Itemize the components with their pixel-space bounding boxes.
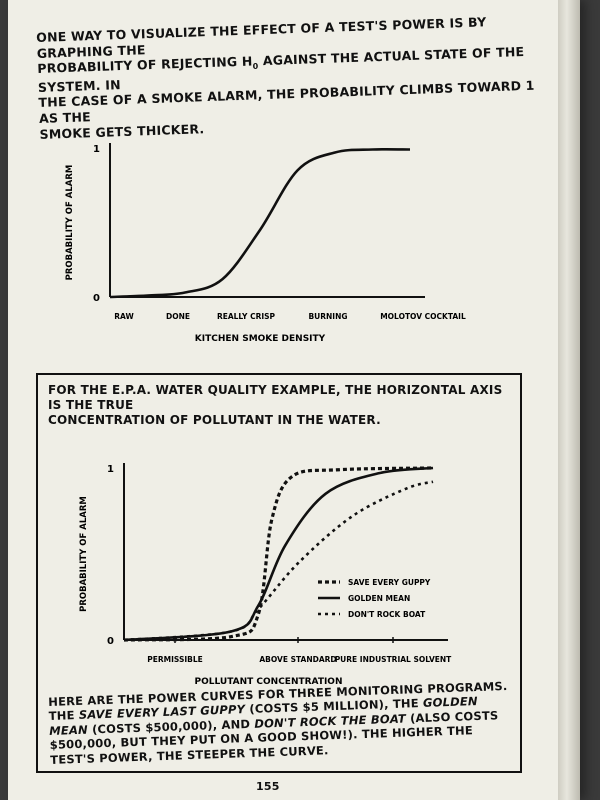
- x-tick-label: REALLY CRISP: [217, 312, 276, 321]
- x-tick-label: ABOVE STANDARD: [259, 655, 336, 664]
- smoke-alarm-chart: 0 1 PROBABILITY OF ALARM RAW DONE REALLY CRIS…: [65, 143, 466, 344]
- y-tick-label: 0: [107, 636, 114, 647]
- box-title: For the E.P.A. water quality example, th…: [48, 383, 508, 428]
- x-tick-label: DONE: [166, 312, 190, 321]
- page-edge: [558, 0, 580, 800]
- page-number: 155: [256, 780, 280, 793]
- y-axis-label: PROBABILITY OF ALARM: [65, 165, 75, 281]
- y-tick-label: 0: [93, 293, 100, 304]
- legend-label-2: DON'T ROCK BOAT: [348, 610, 426, 619]
- series-line-2: [123, 480, 434, 642]
- y-axis-label: PROBABILITY OF ALARM: [79, 496, 89, 612]
- box-title-line-2: concentration of pollutant in the water.: [48, 413, 381, 427]
- x-tick-label: PURE INDUSTRIAL SOLVENT: [335, 655, 452, 664]
- book-page: One way to visualize the effect of a tes…: [8, 0, 580, 800]
- x-tick-label: BURNING: [308, 312, 347, 321]
- pollutant-chart: 0 1 PROBABILITY OF ALARM PERMISSIBLE ABOVE S…: [79, 463, 452, 687]
- series-line-0: [109, 147, 411, 299]
- x-tick-label: RAW: [114, 312, 134, 321]
- epa-example-box: For the E.P.A. water quality example, th…: [36, 373, 522, 773]
- legend-label-0: SAVE EVERY GUPPY: [348, 578, 431, 587]
- series-line-0: [123, 466, 434, 642]
- x-axis-label: KITCHEN SMOKE DENSITY: [195, 334, 326, 344]
- y-tick-label: 1: [93, 144, 100, 155]
- x-tick-label: MOLOTOV COCKTAIL: [380, 312, 466, 321]
- y-tick-label: 1: [107, 464, 114, 475]
- x-tick-label: PERMISSIBLE: [147, 655, 203, 664]
- x-axis-label: POLLUTANT CONCENTRATION: [195, 677, 343, 687]
- box-title-line-1: For the E.P.A. water quality example, th…: [48, 383, 503, 412]
- legend-label-1: GOLDEN MEAN: [348, 594, 410, 603]
